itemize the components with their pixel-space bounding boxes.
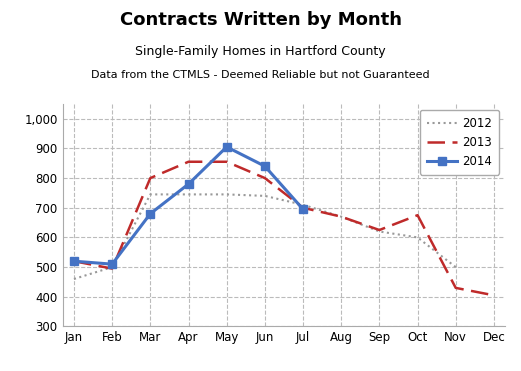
2013 <box>491 293 497 298</box>
2013 <box>147 176 154 180</box>
2013 <box>71 259 77 263</box>
2013 <box>376 228 382 232</box>
2012 <box>414 235 420 240</box>
Line: 2014: 2014 <box>70 143 307 268</box>
Text: Data from the CTMLS - Deemed Reliable but not Guaranteed: Data from the CTMLS - Deemed Reliable bu… <box>91 70 430 81</box>
2013 <box>185 160 192 164</box>
2012 <box>71 277 77 281</box>
2013 <box>224 160 230 164</box>
2014 <box>185 182 192 186</box>
2012 <box>147 192 154 197</box>
2012 <box>224 192 230 197</box>
2012 <box>109 265 115 269</box>
2014 <box>147 211 154 216</box>
2012 <box>338 214 344 219</box>
Text: Single-Family Homes in Hartford County: Single-Family Homes in Hartford County <box>135 45 386 58</box>
Line: 2013: 2013 <box>74 162 494 295</box>
2014 <box>224 145 230 149</box>
2014 <box>262 164 268 168</box>
2013 <box>338 214 344 219</box>
Line: 2012: 2012 <box>74 194 456 279</box>
2013 <box>414 213 420 217</box>
2013 <box>109 266 115 271</box>
2012 <box>262 194 268 198</box>
Text: Contracts Written by Month: Contracts Written by Month <box>119 11 402 29</box>
2012 <box>185 192 192 197</box>
2012 <box>453 265 459 269</box>
2012 <box>300 203 306 207</box>
2014 <box>71 259 77 263</box>
2014 <box>300 207 306 211</box>
2013 <box>300 206 306 210</box>
2014 <box>109 262 115 266</box>
2013 <box>453 286 459 290</box>
2013 <box>262 176 268 180</box>
Legend: 2012, 2013, 2014: 2012, 2013, 2014 <box>420 110 500 175</box>
2012 <box>376 229 382 234</box>
